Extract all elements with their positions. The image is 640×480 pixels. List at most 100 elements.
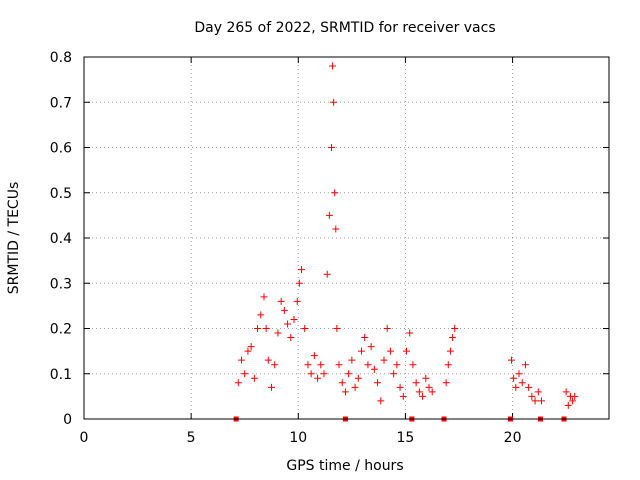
y-tick-label: 0.7	[50, 95, 72, 111]
data-point	[364, 361, 372, 369]
data-point	[341, 388, 349, 396]
grid-lines	[84, 57, 609, 419]
data-point	[367, 343, 375, 351]
data-point	[370, 365, 378, 373]
data-point	[301, 325, 309, 332]
data-point	[393, 361, 401, 369]
data-point	[528, 392, 536, 400]
data-point	[274, 329, 282, 337]
data-point	[538, 397, 545, 405]
y-tick-label: 0	[63, 412, 72, 428]
data-point	[564, 401, 572, 409]
data-point	[412, 379, 420, 387]
data-point	[531, 397, 539, 405]
data-point	[260, 293, 268, 301]
data-point	[234, 379, 242, 387]
data-point	[508, 356, 515, 364]
data-point	[271, 361, 279, 369]
data-point	[328, 144, 335, 151]
data-point	[262, 325, 270, 332]
data-point	[518, 379, 526, 387]
data-point	[250, 374, 258, 382]
data-point	[406, 329, 414, 337]
data-point	[323, 270, 331, 278]
data-point	[330, 98, 338, 106]
data-point	[383, 325, 391, 332]
data-point	[331, 189, 339, 197]
data-point	[571, 392, 579, 400]
data-point	[333, 325, 341, 332]
data-point	[428, 388, 436, 396]
data-point	[280, 306, 288, 314]
data-points	[234, 62, 579, 409]
x-tick-label: 20	[504, 430, 522, 446]
data-point	[386, 347, 394, 355]
data-point	[361, 334, 369, 342]
data-point	[287, 334, 295, 342]
data-point	[419, 392, 427, 400]
data-point	[298, 266, 305, 274]
data-point	[403, 347, 410, 355]
data-point	[399, 392, 407, 400]
data-point	[325, 211, 333, 219]
data-point	[277, 297, 285, 305]
data-point	[449, 334, 457, 342]
y-tick-label: 0.5	[50, 186, 72, 202]
x-tick-label: 0	[80, 430, 89, 446]
data-point	[335, 361, 343, 369]
data-point	[317, 361, 325, 369]
axis-ticks: 0 5 10 15 20 0 0.1 0.2 0.3 0.4 0.5 0.6 0.7 0.8	[50, 50, 609, 446]
data-point	[390, 370, 398, 378]
x-tick-label: 15	[397, 430, 415, 446]
data-point	[569, 397, 577, 405]
y-axis-label: SRMTID / TECUs	[6, 182, 22, 295]
data-point	[422, 374, 430, 382]
y-tick-label: 0.6	[50, 141, 72, 157]
data-point	[264, 356, 272, 364]
data-point	[304, 361, 312, 369]
x-tick-label: 10	[289, 430, 307, 446]
data-point	[442, 379, 450, 387]
data-point	[293, 297, 301, 305]
data-point	[446, 347, 454, 355]
data-point	[562, 388, 570, 396]
data-point	[295, 279, 303, 287]
x-axis-label: GPS time / hours	[286, 458, 403, 474]
data-point	[525, 383, 533, 391]
data-point	[425, 383, 433, 391]
data-point	[320, 370, 328, 378]
y-tick-label: 0.3	[50, 276, 72, 292]
data-point	[510, 374, 518, 382]
data-point	[374, 379, 382, 387]
data-point	[329, 62, 337, 70]
data-point	[444, 361, 452, 369]
data-point	[257, 311, 265, 319]
y-tick-label: 0.2	[50, 322, 72, 338]
data-point	[284, 320, 292, 328]
data-point	[534, 388, 542, 396]
data-point	[512, 383, 520, 391]
data-point	[354, 374, 362, 382]
data-point	[377, 397, 385, 405]
data-point	[238, 356, 245, 364]
data-point	[268, 383, 275, 391]
data-point	[451, 325, 459, 332]
data-point	[244, 347, 252, 355]
data-point	[351, 383, 359, 391]
y-tick-label: 0.8	[50, 50, 72, 66]
data-point	[254, 325, 262, 332]
data-point	[247, 343, 255, 351]
data-point	[515, 370, 523, 378]
data-point	[521, 361, 529, 369]
data-point	[241, 370, 249, 378]
data-point	[348, 356, 356, 364]
data-point	[358, 347, 365, 355]
data-point	[332, 225, 340, 233]
data-point	[338, 379, 346, 387]
data-point	[409, 361, 417, 369]
data-point	[380, 356, 388, 364]
data-point	[290, 315, 298, 323]
data-point	[345, 370, 353, 378]
x-tick-label: 5	[187, 430, 196, 446]
